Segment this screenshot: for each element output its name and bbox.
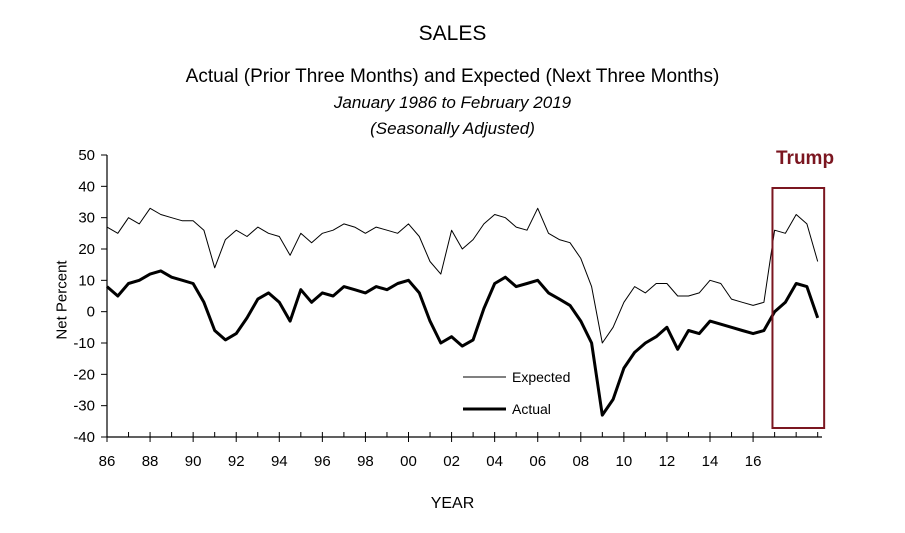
x-tick-label: 96 bbox=[314, 453, 331, 470]
date-range: January 1986 to February 2019 bbox=[333, 93, 572, 112]
x-tick-label: 08 bbox=[572, 453, 589, 470]
adjustment-note: (Seasonally Adjusted) bbox=[370, 119, 535, 138]
y-tick-label: -10 bbox=[73, 335, 95, 352]
x-tick-label: 10 bbox=[616, 453, 633, 470]
y-tick-label: 40 bbox=[78, 178, 95, 195]
annotation-layer bbox=[771, 187, 826, 429]
annotation-label: Trump bbox=[776, 148, 835, 169]
y-tick-label: -40 bbox=[73, 429, 95, 446]
x-tick-label: 90 bbox=[185, 453, 202, 470]
axes: -40 -30 -20 -10 0 10 20 30 40 50 86 88 90 92 94 96 98 00 0… bbox=[73, 147, 822, 470]
x-tick-label: 92 bbox=[228, 453, 245, 470]
series-line-expected bbox=[106, 207, 819, 344]
y-tick-label: 10 bbox=[78, 272, 95, 289]
chart-title: SALES bbox=[418, 22, 487, 45]
legend-label-expected: Expected bbox=[512, 369, 570, 385]
legend-label-actual: Actual bbox=[512, 401, 551, 417]
y-tick-label: 30 bbox=[78, 210, 95, 227]
y-tick-label: 50 bbox=[78, 147, 95, 164]
series-layer bbox=[106, 207, 820, 417]
y-tick-label: -30 bbox=[73, 398, 95, 415]
x-tick-label: 04 bbox=[486, 453, 503, 470]
x-tick-label: 16 bbox=[745, 453, 762, 470]
x-tick-label: 98 bbox=[357, 453, 374, 470]
x-tick-label: 12 bbox=[659, 453, 676, 470]
y-tick-label: 0 bbox=[87, 304, 95, 321]
x-tick-label: 86 bbox=[99, 453, 116, 470]
x-tick-label: 14 bbox=[702, 453, 719, 470]
y-tick-label: 20 bbox=[78, 241, 95, 258]
annotation-box bbox=[771, 187, 826, 429]
x-tick-label: 00 bbox=[400, 453, 417, 470]
x-tick-label: 06 bbox=[529, 453, 546, 470]
legend: Expected Actual bbox=[463, 369, 570, 417]
y-tick-label: -20 bbox=[73, 366, 95, 383]
series-line-actual bbox=[106, 269, 820, 417]
chart-subtitle: Actual (Prior Three Months) and Expected… bbox=[185, 66, 720, 87]
x-tick-label: 88 bbox=[142, 453, 159, 470]
x-axis-label: YEAR bbox=[430, 495, 475, 512]
x-tick-label: 02 bbox=[443, 453, 460, 470]
x-tick-label: 94 bbox=[271, 453, 288, 470]
